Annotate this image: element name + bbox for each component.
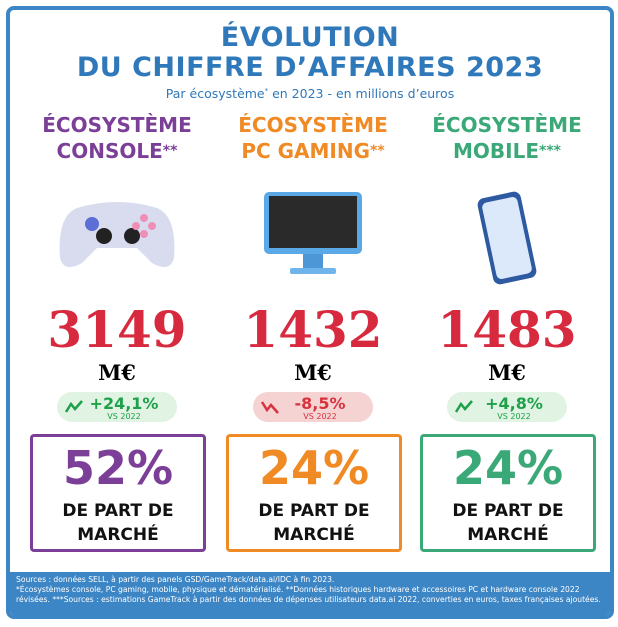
subtitle-mark: * bbox=[264, 86, 269, 95]
ecosystem-name: PC GAMING** bbox=[218, 138, 408, 164]
ecosystem-name: ÉCOSYSTÈME bbox=[42, 113, 192, 137]
stars: ** bbox=[370, 143, 385, 159]
share-label: DE PART DE MARCHÉ bbox=[423, 499, 593, 547]
subtitle: Par écosystème* en 2023 - en millions d’… bbox=[10, 86, 610, 101]
ecosystem-name: ÉCOSYSTÈME bbox=[238, 113, 388, 137]
revenue-value: 3149 bbox=[47, 300, 187, 359]
share-box: 24% DE PART DE MARCHÉ bbox=[420, 434, 596, 552]
revenue-unit: M€ bbox=[488, 360, 526, 385]
share-label: DE PART DE MARCHÉ bbox=[33, 499, 203, 547]
share-label: MARCHÉ bbox=[77, 525, 159, 545]
revenue-value: 1483 bbox=[437, 300, 577, 359]
change: +4,8% bbox=[485, 394, 543, 413]
ecosystem-name: CONSOLE** bbox=[22, 138, 212, 164]
stars: ** bbox=[162, 143, 178, 159]
footer-line: Sources : données SELL, à partir des pan… bbox=[16, 575, 335, 584]
ecosystem-name: MOBILE*** bbox=[412, 138, 602, 164]
share-label: MARCHÉ bbox=[273, 525, 355, 545]
change-pill: +24,1% VS 2022 bbox=[57, 392, 177, 422]
revenue-value: 1432 bbox=[243, 300, 383, 359]
share-label: DE PART DE MARCHÉ bbox=[229, 499, 399, 547]
revenue-unit: M€ bbox=[294, 360, 332, 385]
infographic: ÉVOLUTION DU CHIFFRE D’AFFAIRES 2023 Par… bbox=[6, 6, 614, 619]
title: ÉVOLUTION bbox=[220, 22, 400, 53]
icon bbox=[412, 188, 602, 292]
ecosystem-column: ÉCOSYSTÈME MOBILE*** 1483 M€ +4,8% VS 20… bbox=[412, 10, 602, 570]
footer-line: *Écosystèmes console, PC gaming, mobile,… bbox=[16, 585, 601, 604]
ecosystem-name: MOBILE bbox=[453, 139, 540, 163]
share-box: 24% DE PART DE MARCHÉ bbox=[226, 434, 402, 552]
ecosystem-column: ÉCOSYSTÈME CONSOLE** 3149 M€ +24,1% VS 2… bbox=[22, 10, 212, 570]
revenue-unit: M€ bbox=[98, 360, 136, 385]
share-label: DE PART DE bbox=[62, 501, 174, 521]
share: 24% bbox=[452, 441, 564, 495]
change-ref: VS 2022 bbox=[497, 412, 531, 421]
ecosystem-name: ÉCOSYSTÈME bbox=[432, 113, 582, 137]
ecosystem-name: CONSOLE bbox=[56, 139, 163, 163]
trend-icon bbox=[261, 401, 279, 414]
trend-icon bbox=[455, 400, 473, 413]
share-label: DE PART DE bbox=[452, 501, 564, 521]
change-pill: +4,8% VS 2022 bbox=[447, 392, 567, 422]
title: DU CHIFFRE D’AFFAIRES 2023 bbox=[76, 52, 544, 83]
subtitle-text: en 2023 - en millions d’euros bbox=[268, 86, 455, 101]
subtitle-text: Par écosystème bbox=[165, 86, 265, 101]
share-box: 52% DE PART DE MARCHÉ bbox=[30, 434, 206, 552]
icon bbox=[22, 188, 212, 282]
change-pill: -8,5% VS 2022 bbox=[253, 392, 373, 422]
trend-icon bbox=[65, 400, 83, 413]
share: 52% bbox=[62, 441, 174, 495]
change-ref: VS 2022 bbox=[303, 412, 337, 421]
change-ref: VS 2022 bbox=[107, 412, 141, 421]
share-label: DE PART DE bbox=[258, 501, 370, 521]
stars: *** bbox=[539, 143, 561, 159]
ecosystem-column: ÉCOSYSTÈME PC GAMING** 1432 M€ -8,5% VS … bbox=[218, 10, 408, 570]
change: -8,5% bbox=[294, 394, 346, 413]
share-label: MARCHÉ bbox=[467, 525, 549, 545]
ecosystem-name: PC GAMING bbox=[241, 139, 371, 163]
change: +24,1% bbox=[89, 394, 159, 413]
footer: Sources : données SELL, à partir des pan… bbox=[10, 572, 610, 615]
share: 24% bbox=[258, 441, 370, 495]
icon bbox=[218, 188, 408, 287]
